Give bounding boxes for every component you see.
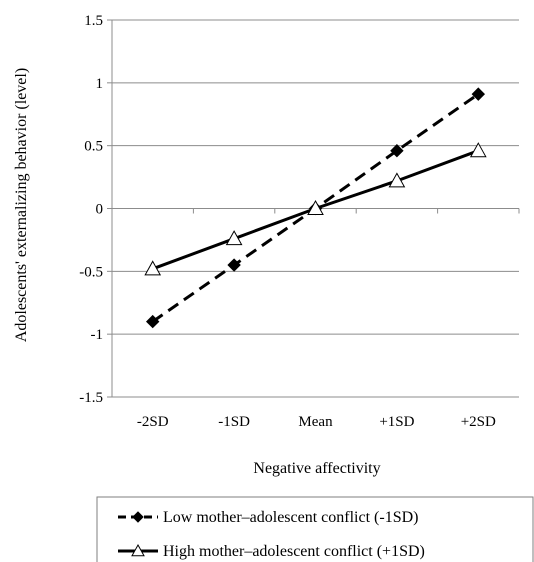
y-tick-label: 1 [96, 76, 104, 92]
x-tick-label: Mean [298, 414, 333, 430]
x-tick-label: -2SD [137, 414, 169, 430]
data-point-diamond [471, 87, 486, 101]
data-point-diamond [390, 143, 404, 158]
x-tick-labels: -2SD -1SD Mean +1SD +2SD [137, 414, 496, 430]
x-axis-title: Negative affectivity [253, 460, 380, 477]
x-tick-label: -1SD [218, 414, 250, 430]
y-tick-label: -1.5 [79, 390, 103, 406]
y-tick-label: -1 [91, 327, 104, 343]
data-point-diamond [145, 314, 160, 329]
legend-swatch-diamond [132, 511, 144, 523]
series-high-conflict [144, 142, 487, 276]
data-point-diamond [227, 258, 241, 272]
series-group [144, 87, 487, 329]
legend-item: Low mother–adolescent conflict (-1SD) [118, 509, 418, 526]
y-tick-label: -0.5 [79, 264, 103, 280]
y-tick-label: 1.5 [84, 13, 103, 29]
y-axis-title: Adolescents' externalizing behavior (lev… [13, 68, 30, 342]
legend: Low mother–adolescent conflict (-1SD) Hig… [96, 496, 534, 562]
data-point-triangle [144, 260, 162, 276]
legend-box [96, 496, 534, 562]
y-tick-label: 0.5 [84, 139, 103, 155]
y-tick-label: 0 [96, 202, 104, 218]
legend-swatch-triangle [131, 543, 145, 557]
x-tick-label: +2SD [461, 414, 496, 430]
y-tick-labels: -1.5 -1 -0.5 0 0.5 1 1.5 [79, 13, 103, 406]
data-point-triangle [307, 199, 324, 215]
x-tick-label: +1SD [379, 414, 414, 430]
legend-label: High mother–adolescent conflict (+1SD) [163, 543, 425, 560]
data-point-triangle [469, 142, 487, 158]
data-point-triangle [388, 172, 406, 188]
legend-label: Low mother–adolescent conflict (-1SD) [163, 509, 418, 526]
legend-item: High mother–adolescent conflict (+1SD) [118, 543, 425, 560]
data-point-triangle [225, 230, 243, 246]
